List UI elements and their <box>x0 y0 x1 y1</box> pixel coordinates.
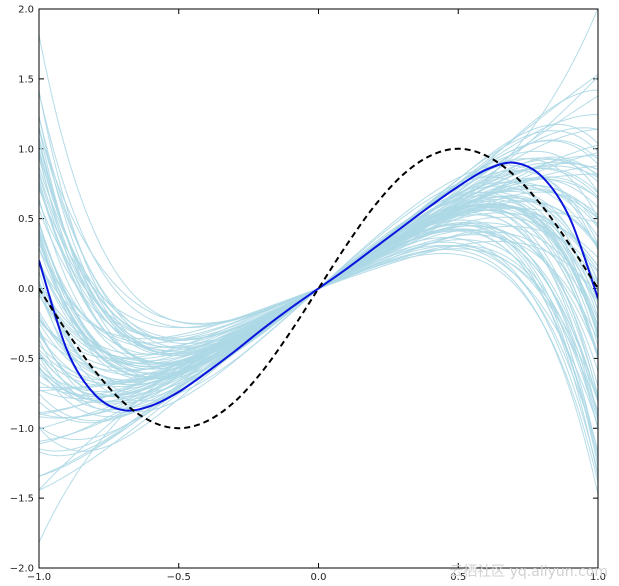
y-tick-label: 2.0 <box>18 5 34 16</box>
sample-curve <box>39 196 598 386</box>
y-tick-label: 1.5 <box>18 74 34 85</box>
mean-fit-line <box>39 161 598 412</box>
x-tick-label: 0.5 <box>450 572 466 583</box>
y-tick-label: −1.5 <box>10 494 34 505</box>
y-tick-label: −1.0 <box>10 424 34 435</box>
y-tick-label: 0.5 <box>18 214 34 225</box>
y-tick-label: 1.0 <box>18 144 34 155</box>
sample-curve <box>39 176 598 413</box>
plot-frame <box>38 8 599 569</box>
sample-curve <box>39 178 598 382</box>
x-axis-ticks: −1.0 −0.5 0.0 0.5 1.0 <box>27 9 606 583</box>
x-tick-label: 1.0 <box>590 572 606 583</box>
x-tick-label: 0.0 <box>311 572 327 583</box>
y-tick-label: 0.0 <box>18 284 34 295</box>
plot-area <box>39 9 598 543</box>
main-series <box>39 147 598 430</box>
watermark-text: 云栖社区 yq.aliyun.com <box>449 564 608 580</box>
sample-curve <box>39 197 598 385</box>
y-tick-label: −2.0 <box>10 564 34 575</box>
sample-curves <box>39 9 598 543</box>
x-tick-label: −0.5 <box>167 572 191 583</box>
true-function-line <box>39 147 598 430</box>
sample-curve <box>39 9 598 543</box>
x-tick-label: −1.0 <box>27 572 51 583</box>
sample-curve <box>39 174 598 428</box>
sample-curve <box>39 203 598 370</box>
sample-curve <box>39 35 598 495</box>
y-tick-label: −0.5 <box>10 354 34 365</box>
sample-curve <box>39 203 598 368</box>
sample-curve <box>39 191 598 396</box>
